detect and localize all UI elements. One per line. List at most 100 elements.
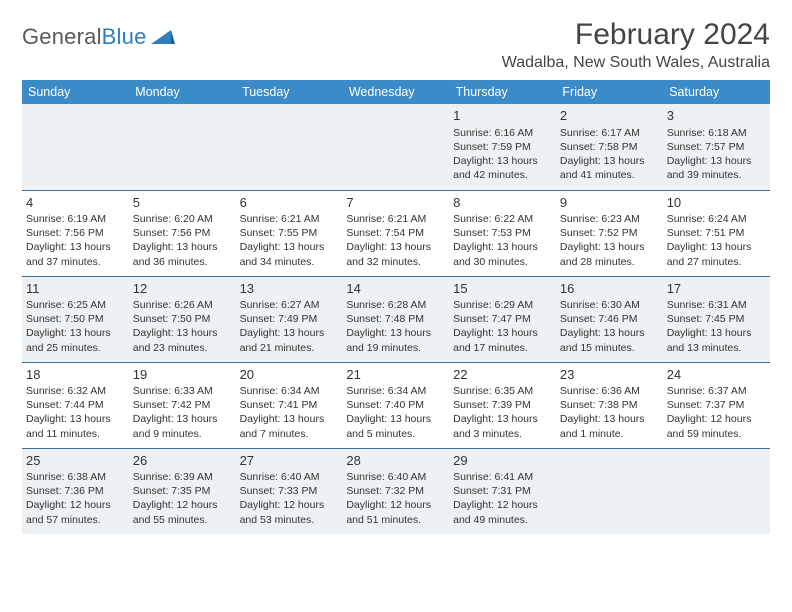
day-number: 9 (560, 194, 659, 212)
logo-triangle-icon (151, 28, 175, 46)
day-details: Sunrise: 6:21 AMSunset: 7:54 PMDaylight:… (346, 212, 445, 269)
page-subtitle: Wadalba, New South Wales, Australia (502, 54, 770, 72)
calendar-day-cell: 19Sunrise: 6:33 AMSunset: 7:42 PMDayligh… (129, 362, 236, 448)
calendar-day-cell: 4Sunrise: 6:19 AMSunset: 7:56 PMDaylight… (22, 190, 129, 276)
calendar-body: ........1Sunrise: 6:16 AMSunset: 7:59 PM… (22, 104, 770, 534)
day-details: Sunrise: 6:25 AMSunset: 7:50 PMDaylight:… (26, 298, 125, 355)
weekday-header: Monday (129, 80, 236, 104)
calendar-day-cell: 1Sunrise: 6:16 AMSunset: 7:59 PMDaylight… (449, 104, 556, 190)
calendar-day-cell: .. (129, 104, 236, 190)
day-number: 21 (346, 366, 445, 384)
day-number: 28 (346, 452, 445, 470)
day-details: Sunrise: 6:38 AMSunset: 7:36 PMDaylight:… (26, 470, 125, 527)
day-number: 16 (560, 280, 659, 298)
day-details: Sunrise: 6:35 AMSunset: 7:39 PMDaylight:… (453, 384, 552, 441)
weekday-header: Thursday (449, 80, 556, 104)
page-title: February 2024 (502, 18, 770, 52)
day-number: 1 (453, 107, 552, 125)
weekday-header: Sunday (22, 80, 129, 104)
day-number: 3 (667, 107, 766, 125)
calendar-day-cell: 9Sunrise: 6:23 AMSunset: 7:52 PMDaylight… (556, 190, 663, 276)
logo-word-2: Blue (102, 24, 147, 49)
logo-word-1: General (22, 24, 102, 49)
logo-text: GeneralBlue (22, 24, 147, 50)
day-number: 10 (667, 194, 766, 212)
day-number: 7 (346, 194, 445, 212)
calendar-day-cell: 29Sunrise: 6:41 AMSunset: 7:31 PMDayligh… (449, 448, 556, 534)
calendar-day-cell: 11Sunrise: 6:25 AMSunset: 7:50 PMDayligh… (22, 276, 129, 362)
calendar-day-cell: 10Sunrise: 6:24 AMSunset: 7:51 PMDayligh… (663, 190, 770, 276)
day-number: 11 (26, 280, 125, 298)
day-number: 6 (240, 194, 339, 212)
day-details: Sunrise: 6:20 AMSunset: 7:56 PMDaylight:… (133, 212, 232, 269)
day-number: 5 (133, 194, 232, 212)
day-details: Sunrise: 6:29 AMSunset: 7:47 PMDaylight:… (453, 298, 552, 355)
calendar-day-cell: 24Sunrise: 6:37 AMSunset: 7:37 PMDayligh… (663, 362, 770, 448)
day-details: Sunrise: 6:16 AMSunset: 7:59 PMDaylight:… (453, 126, 552, 183)
day-number: 18 (26, 366, 125, 384)
day-number: 8 (453, 194, 552, 212)
weekday-header: Tuesday (236, 80, 343, 104)
calendar-day-cell: 13Sunrise: 6:27 AMSunset: 7:49 PMDayligh… (236, 276, 343, 362)
calendar-day-cell: 23Sunrise: 6:36 AMSunset: 7:38 PMDayligh… (556, 362, 663, 448)
calendar-day-cell: 18Sunrise: 6:32 AMSunset: 7:44 PMDayligh… (22, 362, 129, 448)
weekday-header: Saturday (663, 80, 770, 104)
day-number: 24 (667, 366, 766, 384)
day-details: Sunrise: 6:18 AMSunset: 7:57 PMDaylight:… (667, 126, 766, 183)
calendar-day-cell: 6Sunrise: 6:21 AMSunset: 7:55 PMDaylight… (236, 190, 343, 276)
calendar-week-row: 25Sunrise: 6:38 AMSunset: 7:36 PMDayligh… (22, 448, 770, 534)
day-number: 25 (26, 452, 125, 470)
day-details: Sunrise: 6:40 AMSunset: 7:32 PMDaylight:… (346, 470, 445, 527)
calendar-day-cell: 27Sunrise: 6:40 AMSunset: 7:33 PMDayligh… (236, 448, 343, 534)
calendar-week-row: 18Sunrise: 6:32 AMSunset: 7:44 PMDayligh… (22, 362, 770, 448)
day-number: 19 (133, 366, 232, 384)
day-details: Sunrise: 6:17 AMSunset: 7:58 PMDaylight:… (560, 126, 659, 183)
calendar-day-cell: 17Sunrise: 6:31 AMSunset: 7:45 PMDayligh… (663, 276, 770, 362)
day-details: Sunrise: 6:21 AMSunset: 7:55 PMDaylight:… (240, 212, 339, 269)
calendar-day-cell: 22Sunrise: 6:35 AMSunset: 7:39 PMDayligh… (449, 362, 556, 448)
calendar-page: GeneralBlue February 2024 Wadalba, New S… (0, 0, 792, 612)
day-details: Sunrise: 6:31 AMSunset: 7:45 PMDaylight:… (667, 298, 766, 355)
day-details: Sunrise: 6:34 AMSunset: 7:41 PMDaylight:… (240, 384, 339, 441)
calendar-day-cell: .. (556, 448, 663, 534)
day-details: Sunrise: 6:30 AMSunset: 7:46 PMDaylight:… (560, 298, 659, 355)
day-details: Sunrise: 6:32 AMSunset: 7:44 PMDaylight:… (26, 384, 125, 441)
day-number: 15 (453, 280, 552, 298)
calendar-week-row: 4Sunrise: 6:19 AMSunset: 7:56 PMDaylight… (22, 190, 770, 276)
brand-logo: GeneralBlue (22, 24, 175, 50)
day-number: 17 (667, 280, 766, 298)
day-details: Sunrise: 6:27 AMSunset: 7:49 PMDaylight:… (240, 298, 339, 355)
calendar-day-cell: 15Sunrise: 6:29 AMSunset: 7:47 PMDayligh… (449, 276, 556, 362)
calendar-day-cell: 3Sunrise: 6:18 AMSunset: 7:57 PMDaylight… (663, 104, 770, 190)
day-details: Sunrise: 6:26 AMSunset: 7:50 PMDaylight:… (133, 298, 232, 355)
calendar-day-cell: 5Sunrise: 6:20 AMSunset: 7:56 PMDaylight… (129, 190, 236, 276)
calendar-week-row: 11Sunrise: 6:25 AMSunset: 7:50 PMDayligh… (22, 276, 770, 362)
calendar-day-cell: 20Sunrise: 6:34 AMSunset: 7:41 PMDayligh… (236, 362, 343, 448)
day-details: Sunrise: 6:24 AMSunset: 7:51 PMDaylight:… (667, 212, 766, 269)
calendar-day-cell: 2Sunrise: 6:17 AMSunset: 7:58 PMDaylight… (556, 104, 663, 190)
calendar-day-cell: 25Sunrise: 6:38 AMSunset: 7:36 PMDayligh… (22, 448, 129, 534)
day-details: Sunrise: 6:19 AMSunset: 7:56 PMDaylight:… (26, 212, 125, 269)
day-details: Sunrise: 6:22 AMSunset: 7:53 PMDaylight:… (453, 212, 552, 269)
calendar-day-cell: 14Sunrise: 6:28 AMSunset: 7:48 PMDayligh… (342, 276, 449, 362)
day-details: Sunrise: 6:37 AMSunset: 7:37 PMDaylight:… (667, 384, 766, 441)
calendar-day-cell: 8Sunrise: 6:22 AMSunset: 7:53 PMDaylight… (449, 190, 556, 276)
calendar-day-cell: 12Sunrise: 6:26 AMSunset: 7:50 PMDayligh… (129, 276, 236, 362)
day-details: Sunrise: 6:28 AMSunset: 7:48 PMDaylight:… (346, 298, 445, 355)
day-number: 14 (346, 280, 445, 298)
calendar-day-cell: 26Sunrise: 6:39 AMSunset: 7:35 PMDayligh… (129, 448, 236, 534)
day-number: 29 (453, 452, 552, 470)
weekday-header: Wednesday (342, 80, 449, 104)
calendar-day-cell: .. (236, 104, 343, 190)
day-number: 12 (133, 280, 232, 298)
day-details: Sunrise: 6:41 AMSunset: 7:31 PMDaylight:… (453, 470, 552, 527)
calendar-day-cell: 7Sunrise: 6:21 AMSunset: 7:54 PMDaylight… (342, 190, 449, 276)
day-number: 23 (560, 366, 659, 384)
calendar-day-cell: .. (342, 104, 449, 190)
day-number: 20 (240, 366, 339, 384)
calendar-day-cell: 28Sunrise: 6:40 AMSunset: 7:32 PMDayligh… (342, 448, 449, 534)
header: GeneralBlue February 2024 Wadalba, New S… (22, 18, 770, 72)
day-number: 22 (453, 366, 552, 384)
day-number: 13 (240, 280, 339, 298)
weekday-header: Friday (556, 80, 663, 104)
